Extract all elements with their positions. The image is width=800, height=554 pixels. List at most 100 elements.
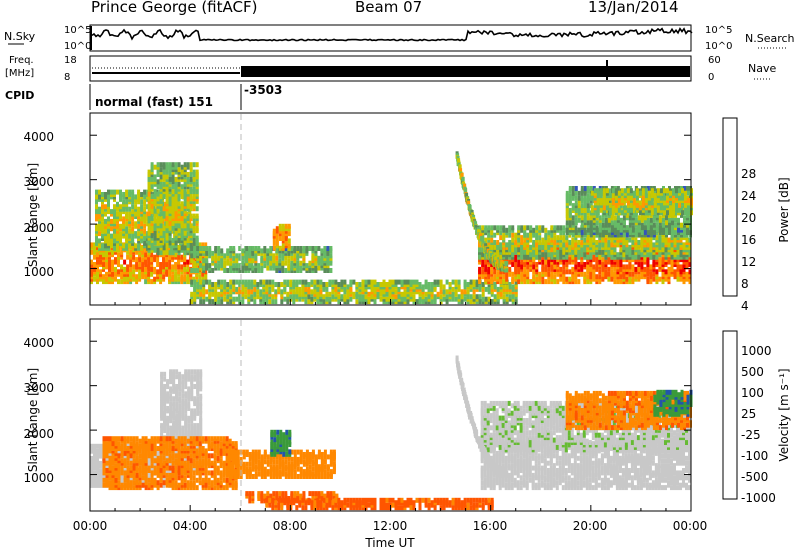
heatmap-cell	[415, 299, 419, 305]
heatmap-cell	[364, 279, 368, 285]
heatmap-cell	[638, 210, 642, 216]
heatmap-cell	[314, 246, 318, 251]
heatmap-cell	[669, 205, 672, 211]
heatmap-cell	[241, 260, 245, 266]
heatmap-cell	[418, 282, 422, 287]
heatmap-cell	[629, 202, 633, 208]
heatmap-cell	[137, 206, 141, 212]
heatmap-cell	[652, 230, 656, 235]
heatmap-cell	[604, 217, 608, 223]
heatmap-cell	[577, 217, 581, 223]
heatmap-cell	[634, 274, 638, 280]
heatmap-cell	[254, 246, 258, 251]
heatmap-cell	[484, 237, 488, 243]
heatmap-cell	[193, 279, 197, 285]
heatmap-cell	[143, 228, 147, 234]
heatmap-cell	[174, 271, 178, 277]
heatmap-cell	[296, 260, 300, 266]
heatmap-cell	[217, 246, 221, 251]
heatmap-cell	[171, 174, 175, 180]
heatmap-cell	[655, 222, 659, 228]
heatmap-cell	[284, 268, 288, 273]
heatmap-cell	[174, 252, 178, 258]
heatmap-cell	[220, 279, 224, 285]
heatmap-cell	[595, 274, 599, 280]
heatmap-cell	[283, 279, 287, 285]
heatmap-cell	[526, 225, 530, 231]
heatmap-cell	[688, 269, 692, 275]
heatmap-cell	[580, 195, 584, 201]
nsky-trace	[91, 27, 693, 42]
heatmap-cell	[281, 243, 285, 249]
heatmap-cell	[99, 269, 102, 275]
heatmap-cell	[352, 279, 356, 285]
heatmap-cell	[556, 225, 560, 231]
heatmap-cell	[511, 284, 515, 290]
heatmap-cell	[442, 289, 446, 295]
heatmap-cell	[568, 208, 572, 213]
heatmap-cell	[493, 244, 497, 250]
heatmap-cell	[317, 265, 321, 271]
heatmap-cell	[226, 282, 230, 287]
heatmap-cell	[442, 284, 446, 290]
heatmap-cell	[562, 264, 566, 270]
heatmap-cell	[607, 242, 611, 248]
heatmap-cell	[631, 249, 635, 255]
heatmap-cell	[325, 282, 329, 287]
heatmap-cell	[623, 205, 627, 211]
heatmap-cell	[314, 265, 318, 271]
heatmap-cell	[685, 271, 689, 277]
heatmap-cell	[532, 240, 536, 245]
heatmap-cell	[137, 223, 141, 229]
heatmap-cell	[613, 215, 617, 221]
heatmap-cell	[617, 190, 621, 196]
heatmap-cell	[113, 209, 116, 215]
heatmap-cell	[499, 235, 503, 241]
heatmap-cell	[655, 269, 659, 275]
heatmap-cell	[143, 199, 147, 205]
heatmap-cell	[307, 294, 311, 300]
heatmap-cell	[541, 237, 545, 243]
heatmap-cell	[119, 189, 122, 195]
heatmap-cell	[679, 264, 683, 270]
heatmap-cell	[681, 210, 684, 216]
heatmap-cell	[601, 257, 605, 263]
heatmap-cell	[143, 189, 147, 195]
heatmap-cell	[400, 279, 404, 285]
heatmap-cell	[681, 188, 684, 194]
heatmap-cell	[456, 155, 460, 160]
heatmap-cell	[656, 188, 660, 194]
heatmap-cell	[220, 248, 224, 254]
heatmap-cell	[631, 264, 635, 270]
heatmap-cell	[608, 210, 612, 216]
heatmap-cell	[287, 223, 291, 229]
heatmap-cell	[183, 218, 187, 224]
heatmap-cell	[625, 247, 629, 253]
heatmap-cell	[349, 286, 353, 292]
heatmap-cell	[319, 289, 323, 295]
heatmap-cell	[653, 198, 657, 203]
heatmap-cell	[490, 299, 494, 305]
heatmap-cell	[199, 299, 203, 305]
heatmap-cell	[122, 192, 126, 197]
heatmap-cell	[128, 216, 132, 222]
heatmap-cell	[189, 223, 193, 229]
heatmap-cell	[487, 225, 491, 231]
heatmap-cell	[499, 269, 503, 275]
heatmap-cell	[287, 263, 291, 269]
heatmap-cell	[165, 250, 169, 256]
heatmap-cell	[250, 279, 254, 285]
heatmap-cell	[259, 289, 263, 295]
heatmap-cell	[156, 220, 160, 226]
heatmap-cell	[147, 203, 151, 209]
heatmap-cell	[502, 232, 506, 238]
heatmap-cell	[493, 232, 497, 238]
heatmap-cell	[328, 291, 332, 297]
nsky-tick-top: 10^5	[64, 25, 91, 36]
heatmap-cell	[293, 253, 297, 259]
heatmap-cell	[93, 254, 96, 260]
heatmap-cell	[666, 210, 669, 216]
heatmap-cell	[640, 222, 644, 228]
heatmap-cell	[95, 223, 98, 229]
heatmap-cell	[665, 203, 668, 209]
